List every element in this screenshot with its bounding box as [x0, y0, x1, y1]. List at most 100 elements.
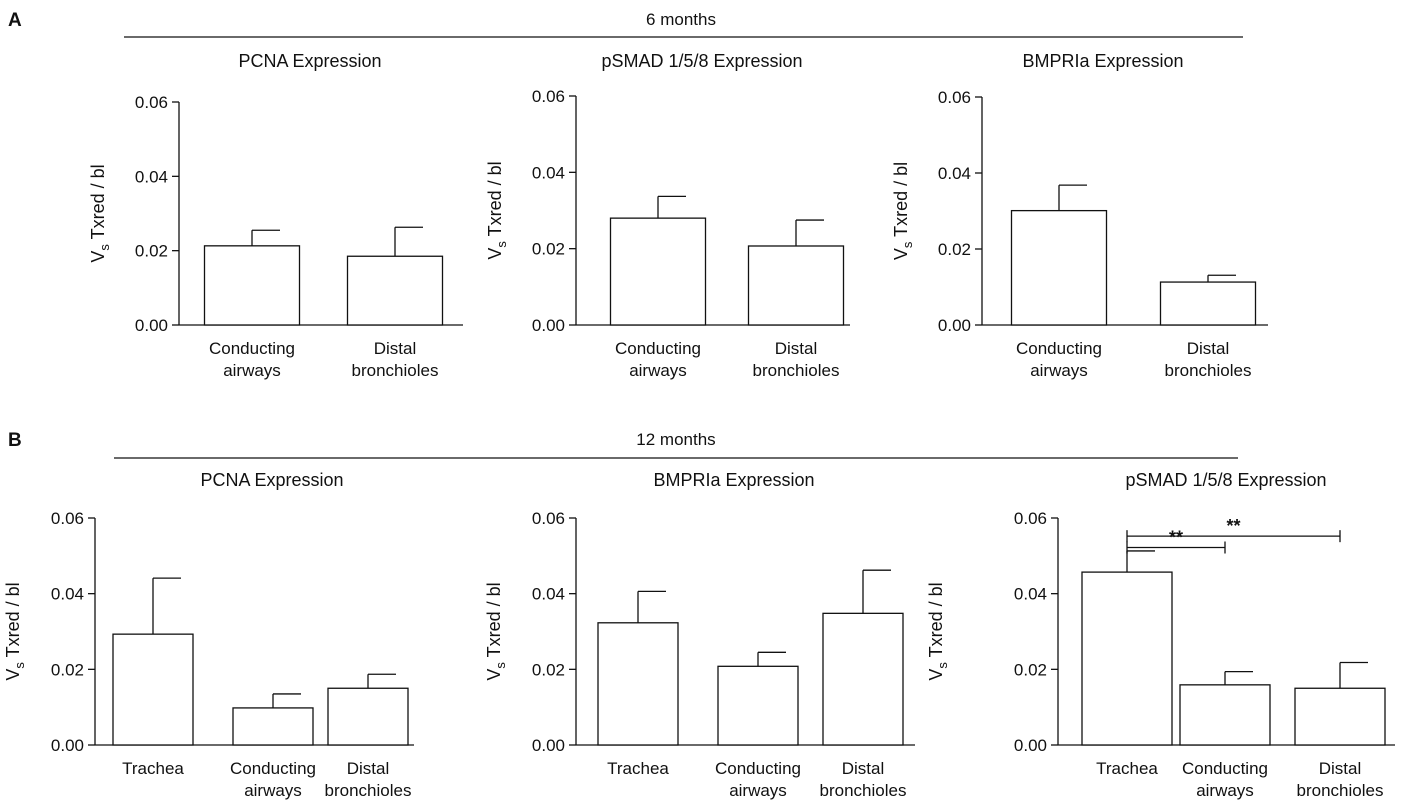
y-axis-label-rest: Txred / bl — [485, 161, 505, 241]
category-label: Trachea — [1096, 759, 1158, 778]
y-axis-label: Vs Txred / bl — [485, 161, 509, 259]
y-tick-label: 0.00 — [532, 736, 565, 755]
y-tick-label: 0.00 — [135, 316, 168, 335]
y-axis-label-rest: Txred / bl — [3, 582, 23, 662]
bar — [747, 245, 845, 326]
y-tick-label: 0.04 — [938, 164, 971, 183]
category-label: bronchioles — [1297, 781, 1384, 800]
y-axis-label-sub: s — [12, 662, 27, 669]
category-label: airways — [729, 781, 787, 800]
y-tick-label: 0.00 — [532, 316, 565, 335]
bar — [717, 665, 799, 746]
bar — [112, 633, 194, 746]
chart-b-bmpr1a: BMPRIa Expression 0.00 0.02 0.04 0.06 Vs Txre… — [484, 470, 915, 800]
y-axis-label-main: V — [88, 251, 108, 263]
y-axis-label-main: V — [484, 669, 504, 681]
panel-letter-b: B — [8, 430, 22, 451]
category-label: bronchioles — [820, 781, 907, 800]
y-tick-label: 0.06 — [135, 93, 168, 112]
y-axis-label: Vs Txred / bl — [484, 582, 508, 680]
significance-label: ** — [1226, 516, 1240, 536]
y-tick-label: 0.06 — [532, 509, 565, 528]
category-label: Distal — [842, 759, 885, 778]
y-axis-label-main: V — [3, 669, 23, 681]
y-axis-label-rest: Txred / bl — [891, 162, 911, 242]
y-axis-label: Vs Txred / bl — [891, 162, 915, 260]
y-tick-label: 0.04 — [532, 163, 565, 182]
bar — [327, 687, 409, 746]
y-axis-label-rest: Txred / bl — [926, 582, 946, 662]
y-axis-label-main: V — [891, 248, 911, 260]
y-tick-label: 0.06 — [1014, 509, 1047, 528]
chart-title: pSMAD 1/5/8 Expression — [1125, 470, 1326, 490]
significance-label: ** — [1169, 528, 1183, 548]
y-tick-label: 0.02 — [51, 660, 84, 679]
category-label: Distal — [1319, 759, 1362, 778]
y-tick-label: 0.04 — [532, 585, 565, 604]
bar — [232, 707, 314, 746]
chart-title: PCNA Expression — [238, 51, 381, 71]
category-label: airways — [244, 781, 302, 800]
category-label: Trachea — [607, 759, 669, 778]
chart-a-psmad: pSMAD 1/5/8 Expression 0.00 0.02 0.04 0.06 Vs… — [485, 51, 850, 380]
bar — [1179, 684, 1271, 746]
y-tick-label: 0.02 — [532, 240, 565, 259]
y-tick-label: 0.06 — [532, 87, 565, 106]
chart-b-psmad: pSMAD 1/5/8 Expression 0.00 0.02 0.04 0.06 Vs… — [926, 470, 1395, 800]
category-label: Distal — [347, 759, 390, 778]
category-label: Conducting — [615, 339, 701, 358]
category-label: bronchioles — [1165, 361, 1252, 380]
y-axis-label-rest: Txred / bl — [484, 582, 504, 662]
category-label: Conducting — [209, 339, 295, 358]
chart-title: PCNA Expression — [200, 470, 343, 490]
chart-title: BMPRIa Expression — [1022, 51, 1183, 71]
chart-a-pcna: PCNA Expression 0.00 0.02 0.04 0.06 Vs Txred … — [88, 51, 463, 380]
y-axis-label-sub: s — [935, 662, 950, 669]
category-label: airways — [629, 361, 687, 380]
category-label: bronchioles — [352, 361, 439, 380]
y-axis-label-main: V — [926, 669, 946, 681]
bar — [1159, 281, 1257, 326]
category-label: Conducting — [230, 759, 316, 778]
bar — [609, 217, 707, 326]
category-label: airways — [1030, 361, 1088, 380]
y-axis-label-rest: Txred / bl — [88, 164, 108, 244]
bar — [822, 612, 904, 746]
category-label: Conducting — [1016, 339, 1102, 358]
y-tick-label: 0.02 — [1014, 660, 1047, 679]
y-tick-label: 0.02 — [135, 242, 168, 261]
y-axis-label-main: V — [485, 248, 505, 260]
bar — [1010, 209, 1108, 326]
category-label: bronchioles — [325, 781, 412, 800]
panel-letter-a: A — [8, 10, 22, 31]
category-label: bronchioles — [753, 361, 840, 380]
y-tick-label: 0.06 — [51, 509, 84, 528]
category-label: Conducting — [715, 759, 801, 778]
chart-title: BMPRIa Expression — [653, 470, 814, 490]
category-label: Conducting — [1182, 759, 1268, 778]
y-tick-label: 0.00 — [938, 316, 971, 335]
y-axis-label-sub: s — [493, 662, 508, 669]
bar — [1081, 571, 1173, 746]
y-axis-label-sub: s — [494, 241, 509, 248]
bar — [597, 622, 679, 746]
category-label: airways — [1196, 781, 1254, 800]
group-label-12-months: 12 months — [636, 430, 715, 449]
y-tick-label: 0.00 — [51, 736, 84, 755]
bar — [1294, 687, 1386, 746]
y-axis-label-sub: s — [97, 244, 112, 251]
bar — [346, 255, 444, 326]
chart-b-pcna: PCNA Expression 0.00 0.02 0.04 0.06 Vs Txred … — [3, 470, 414, 800]
category-label: Distal — [775, 339, 818, 358]
y-axis-label: Vs Txred / bl — [3, 582, 27, 680]
y-axis-label: Vs Txred / bl — [926, 582, 950, 680]
y-tick-label: 0.06 — [938, 88, 971, 107]
y-tick-label: 0.02 — [532, 660, 565, 679]
y-axis-label-sub: s — [900, 241, 915, 248]
category-label: airways — [223, 361, 281, 380]
category-label: Distal — [1187, 339, 1230, 358]
chart-title: pSMAD 1/5/8 Expression — [601, 51, 802, 71]
group-label-6-months: 6 months — [646, 10, 716, 29]
